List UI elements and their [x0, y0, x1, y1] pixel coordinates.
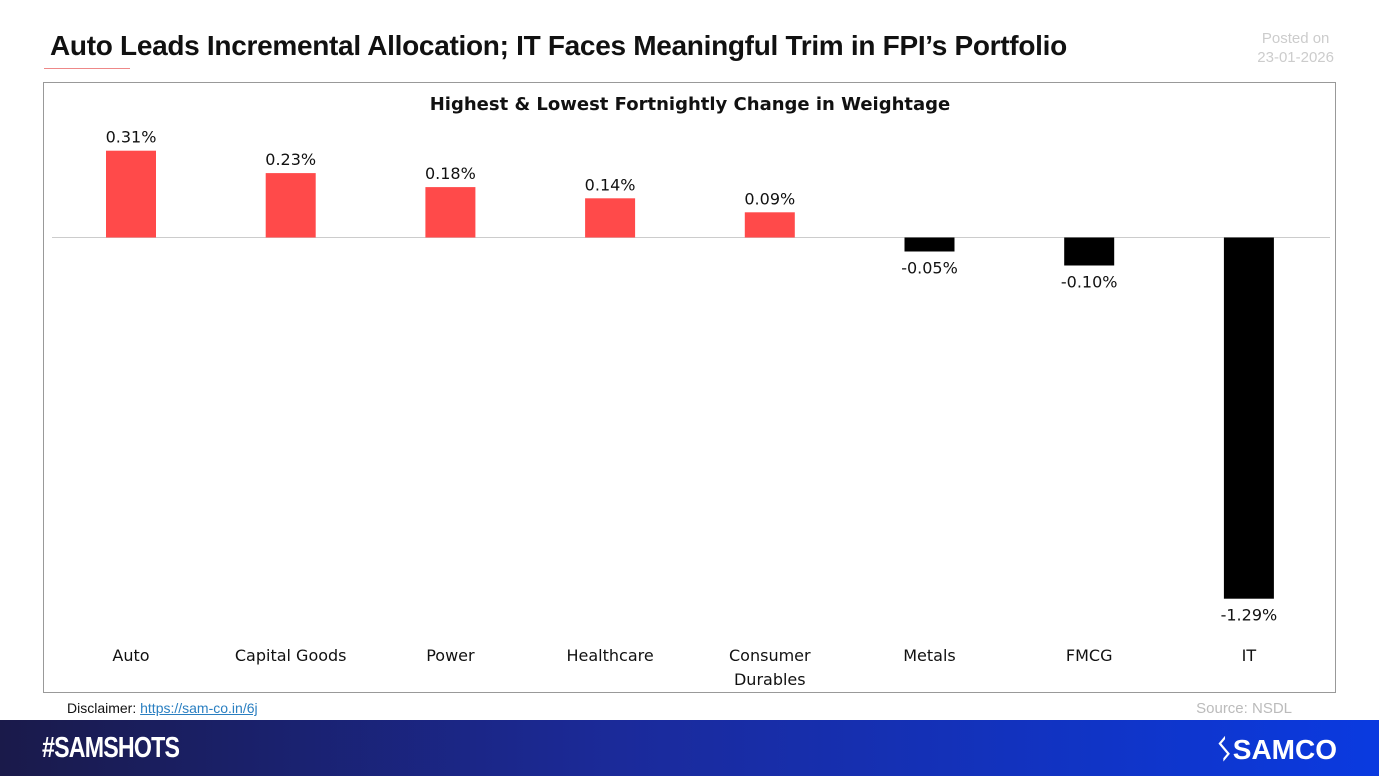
data-label: 0.31%	[106, 128, 157, 147]
footer-banner: #SAMSHOTS ᛊSAMCO	[0, 720, 1379, 776]
bar-metals	[904, 237, 955, 252]
disclaimer-link[interactable]: https://sam-co.in/6j	[140, 700, 258, 716]
data-label: -1.29%	[1221, 606, 1278, 625]
bar-consumer-durables	[744, 212, 795, 238]
source-note: Source: NSDL	[1196, 700, 1292, 717]
disclaimer: Disclaimer: https://sam-co.in/6j	[67, 700, 258, 716]
category-label: Consumer Durables	[729, 646, 811, 689]
bar-healthcare	[585, 198, 636, 238]
brand-name: SAMCO	[1232, 734, 1337, 765]
category-label: IT	[1242, 646, 1257, 665]
posted-label: Posted on	[1261, 30, 1330, 47]
brand-logo: ᛊSAMCO	[1216, 734, 1337, 766]
data-label: 0.18%	[425, 164, 476, 183]
data-label: 0.23%	[265, 150, 316, 169]
category-label: FMCG	[1066, 646, 1113, 665]
chart-title: Highest & Lowest Fortnightly Change in W…	[430, 94, 951, 115]
logo-icon: ᛊ	[1215, 734, 1233, 765]
page-title: Auto Leads Incremental Allocation; IT Fa…	[50, 30, 1067, 61]
disclaimer-label: Disclaimer:	[67, 700, 137, 716]
posted-date-value: 23-01-2026	[1257, 49, 1334, 66]
hashtag: #SAMSHOTS	[42, 732, 180, 764]
bar-auto	[106, 150, 156, 238]
category-label: Healthcare	[566, 646, 653, 665]
category-label: Capital Goods	[235, 646, 347, 665]
posted-date: Posted on 23-01-2026	[1257, 29, 1334, 67]
title-underline	[44, 68, 130, 69]
bar-capital-goods	[265, 173, 316, 238]
data-label: 0.09%	[744, 189, 795, 208]
category-label: Metals	[903, 646, 956, 665]
bar-chart: Highest & Lowest Fortnightly Change in W…	[52, 94, 1330, 689]
data-label: -0.10%	[1061, 273, 1118, 292]
category-label: Power	[426, 646, 475, 665]
category-label: Auto	[112, 646, 149, 665]
chart-frame	[43, 82, 1336, 693]
bar-it	[1223, 237, 1274, 599]
data-label: 0.14%	[585, 175, 636, 194]
data-label: -0.05%	[901, 259, 958, 278]
bar-fmcg	[1064, 237, 1115, 266]
bar-power	[425, 187, 476, 238]
